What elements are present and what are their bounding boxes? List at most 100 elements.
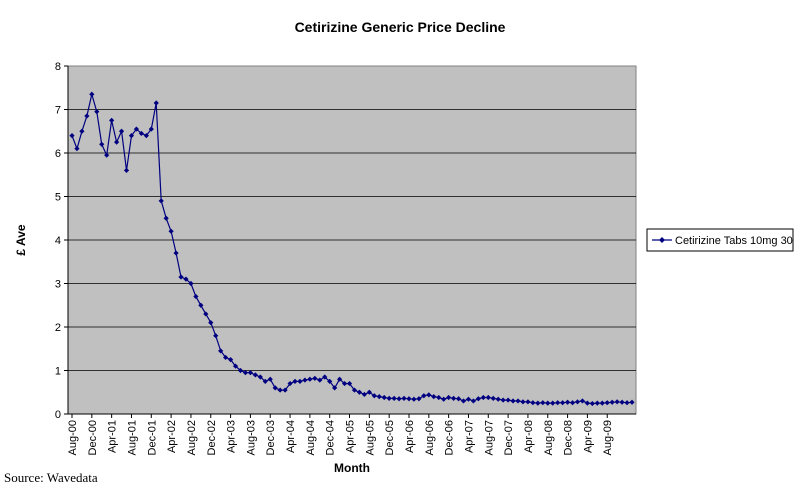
x-tick-label: Apr-06 <box>404 420 416 453</box>
data-point <box>143 133 149 139</box>
data-point <box>560 400 566 406</box>
x-tick-label: Aug-01 <box>126 420 138 455</box>
data-point <box>272 385 278 391</box>
source-note: Source: Wavedata <box>4 470 98 485</box>
data-point <box>148 126 154 132</box>
data-point <box>282 387 288 393</box>
data-point <box>470 398 477 404</box>
data-point <box>520 399 526 405</box>
data-point <box>589 400 595 407</box>
x-tick-label: Dec-03 <box>265 420 277 455</box>
data-point <box>346 380 353 387</box>
data-point <box>569 400 576 406</box>
data-point <box>386 395 392 401</box>
data-point <box>173 250 179 256</box>
data-point <box>401 395 407 401</box>
data-point <box>426 392 432 398</box>
data-point <box>94 109 100 115</box>
data-point <box>123 167 130 173</box>
data-point <box>505 397 511 403</box>
data-point <box>341 380 348 387</box>
x-axis-label: Month <box>334 461 370 475</box>
data-point <box>252 372 258 378</box>
y-tick-label: 8 <box>55 61 61 73</box>
data-point <box>629 399 635 405</box>
legend: Cetirizine Tabs 10mg 30 <box>646 228 794 252</box>
data-point <box>535 400 541 406</box>
data-point <box>183 276 189 282</box>
x-tick-label: Dec-00 <box>87 420 99 455</box>
y-tick-label: 0 <box>55 409 61 421</box>
data-point <box>158 198 164 204</box>
x-tick-label: Apr-05 <box>345 420 357 453</box>
data-point <box>366 389 372 395</box>
data-point <box>411 396 417 402</box>
y-tick-label: 5 <box>55 192 61 204</box>
data-point <box>312 375 318 381</box>
data-point <box>317 377 323 383</box>
x-tick-label: Dec-06 <box>444 420 456 455</box>
legend-box <box>646 228 794 252</box>
data-point <box>237 367 244 374</box>
data-point <box>371 393 377 399</box>
data-point <box>619 399 625 405</box>
data-point <box>213 333 219 339</box>
data-point <box>332 385 338 391</box>
data-point <box>79 128 85 134</box>
data-point <box>609 399 615 405</box>
data-point <box>550 400 556 406</box>
data-point <box>495 396 501 402</box>
data-point <box>594 400 600 406</box>
data-point <box>436 394 442 401</box>
data-point <box>163 215 169 221</box>
x-tick-label: Aug-03 <box>245 420 257 455</box>
x-tick-label: Apr-08 <box>523 420 535 453</box>
x-tick-label: Aug-05 <box>364 420 376 455</box>
x-axis-ticks: Aug-00 Dec-00 Apr-01 Aug-01 Dec-01 Apr-02 Aug-… <box>67 414 614 455</box>
x-tick-label: Apr-04 <box>285 420 297 453</box>
data-point <box>74 146 80 152</box>
data-point <box>599 400 605 406</box>
data-point <box>203 311 209 317</box>
data-point <box>178 274 184 280</box>
data-point <box>579 398 586 404</box>
data-point <box>262 378 268 384</box>
data-point <box>218 348 224 354</box>
data-point <box>69 133 75 139</box>
x-tick-label: Aug-08 <box>543 420 555 455</box>
x-tick-label: Dec-02 <box>206 420 218 455</box>
data-point <box>133 126 140 132</box>
data-point <box>416 396 422 402</box>
data-point <box>525 399 531 405</box>
data-point <box>242 370 249 376</box>
data-point <box>128 133 135 139</box>
data-point <box>614 399 620 405</box>
data-point <box>396 396 402 402</box>
data-point <box>232 363 239 369</box>
data-point <box>193 293 199 300</box>
legend-label: Cetirizine Tabs 10mg 30 <box>675 235 793 247</box>
data-point <box>188 280 194 287</box>
y-axis-ticks: 0 1 2 3 4 5 6 7 8 <box>55 61 68 421</box>
data-point <box>530 400 536 406</box>
data-point <box>198 302 204 308</box>
data-point <box>376 394 382 400</box>
data-point <box>153 100 159 106</box>
y-tick-label: 3 <box>55 279 61 291</box>
x-tick-label: Dec-07 <box>503 420 515 455</box>
data-point <box>515 398 521 404</box>
x-tick-label: Dec-08 <box>563 420 575 455</box>
data-point <box>302 377 308 383</box>
series-markers <box>69 91 635 407</box>
y-tick-label: 1 <box>55 366 61 378</box>
y-tick-label: 6 <box>55 148 61 160</box>
data-point <box>307 376 313 382</box>
x-tick-label: Aug-02 <box>186 420 198 455</box>
data-point <box>450 395 457 401</box>
x-tick-label: Apr-09 <box>582 420 594 453</box>
x-tick-label: Apr-01 <box>107 420 119 453</box>
data-point <box>490 395 496 401</box>
data-point <box>104 152 110 158</box>
data-point <box>322 374 328 380</box>
data-point <box>208 320 214 326</box>
